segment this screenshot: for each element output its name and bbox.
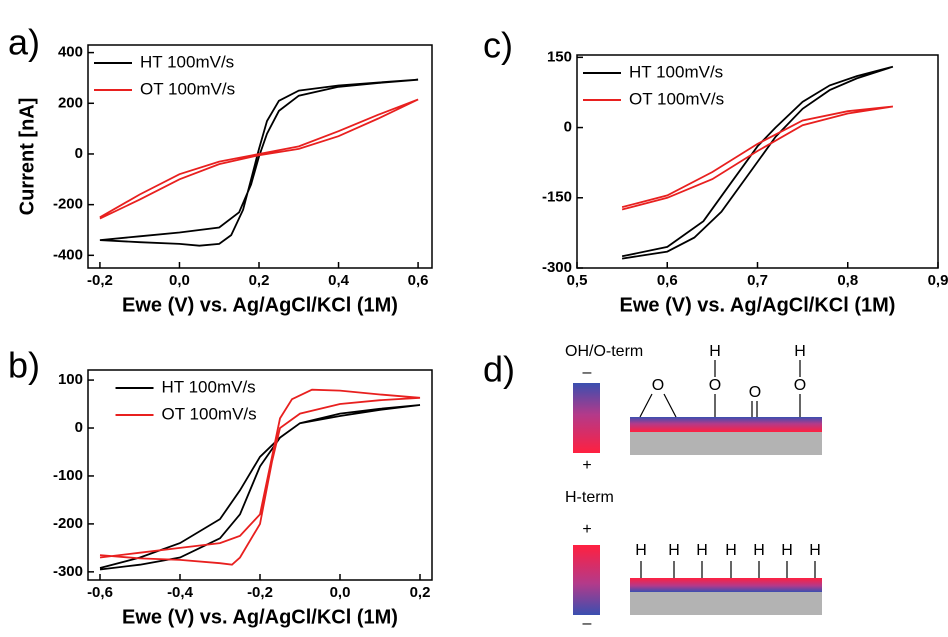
x-tick-label: -0,2 [247,584,273,601]
data-line [621,65,894,260]
chart: a) -0,2 0,0 0,2 0,4 0,6 -400 -200 0 200 400 Ewe (V)… [8,22,433,316]
substrate [630,592,822,615]
diagram-title: H-term [565,489,614,506]
x-tick-label: 0,6 [408,272,429,289]
data-line [99,78,419,247]
atom: H [809,542,821,559]
y-tick-label: 200 [58,94,83,111]
x-tick-label: 0,8 [837,272,858,289]
x-axis-label: Ewe (V) vs. Ag/AgCl/KCl (1M) [620,294,896,316]
polarity: – [583,615,592,632]
y-tick-label: -300 [53,563,83,580]
y-tick-label: -200 [53,515,83,532]
x-axis-label: Ewe (V) vs. Ag/AgCl/KCl (1M) [122,606,398,628]
legend-label: HT 100mV/s [629,62,723,81]
gradient-bar [573,383,600,453]
y-tick-label: -150 [542,189,572,206]
x-tick-label: -0,4 [167,584,194,601]
y-tick-label: 150 [547,48,572,65]
y-tick-label: 0 [564,119,572,136]
legend-label: OT 100mV/s [140,79,235,98]
x-tick-label: 0,6 [657,272,678,289]
chart: c) 0,5 0,6 0,7 0,8 0,9 -300 -150 0 150 Ewe (V) vs.… [483,25,948,317]
y-tick-label: 100 [58,371,83,388]
atom: O [709,377,721,394]
diagram-title: OH/O-term [565,343,643,360]
data-line [99,388,421,566]
panel-label: b) [8,345,40,386]
y-tick-label: 0 [75,145,83,162]
x-tick-label: 0,9 [928,272,948,289]
x-tick-label: 0,2 [410,584,431,601]
polarity: – [583,364,592,381]
y-tick-label: -300 [542,259,572,276]
x-tick-label: 0,0 [330,584,351,601]
atom: H [725,542,737,559]
x-tick-label: -0,6 [87,584,113,601]
surface-layer [630,578,822,592]
atom: H [709,343,721,360]
panel-label: c) [483,25,513,66]
legend-label: HT 100mV/s [140,52,234,71]
gradient-bar [573,545,600,615]
atom: H [635,542,647,559]
legend-label: OT 100mV/s [629,89,724,108]
chart: b) -0,6 -0,4 -0,2 0,0 0,2 -300 -200 -100 0 100 Ewe … [8,345,433,628]
surface-layer [630,417,822,432]
data-line [99,98,419,220]
x-tick-label: 0,2 [249,272,270,289]
x-tick-label: 0,5 [567,272,588,289]
y-tick-label: -400 [53,246,83,263]
y-tick-label: -200 [53,196,83,213]
x-axis-label: Ewe (V) vs. Ag/AgCl/KCl (1M) [122,294,398,316]
atom: H [696,542,708,559]
bonds [639,360,801,418]
atom: O [749,384,761,401]
x-tick-label: 0,4 [328,272,350,289]
substrate [630,432,822,455]
atom: H [781,542,793,559]
panel-label: d) [483,349,515,390]
legend-label: HT 100mV/s [162,377,256,396]
legend-label: OT 100mV/s [162,404,257,423]
plot-frame [87,369,433,581]
x-tick-label: -0,2 [87,272,113,289]
y-tick-label: 400 [58,44,83,61]
atom: O [794,377,806,394]
atom: H [753,542,765,559]
data-line [99,404,421,571]
panel-label: a) [8,22,40,63]
data-line [621,105,894,211]
atom: H [794,343,806,360]
x-tick-label: 0,0 [169,272,190,289]
plot-frame [87,44,433,269]
y-tick-label: -100 [53,467,83,484]
y-axis-label: Current [nA] [16,98,38,216]
x-tick-label: 0,7 [747,272,768,289]
polarity: + [582,521,591,538]
atom: H [668,542,680,559]
polarity: + [582,457,591,474]
y-tick-label: 0 [75,419,83,436]
atom: O [652,377,664,394]
